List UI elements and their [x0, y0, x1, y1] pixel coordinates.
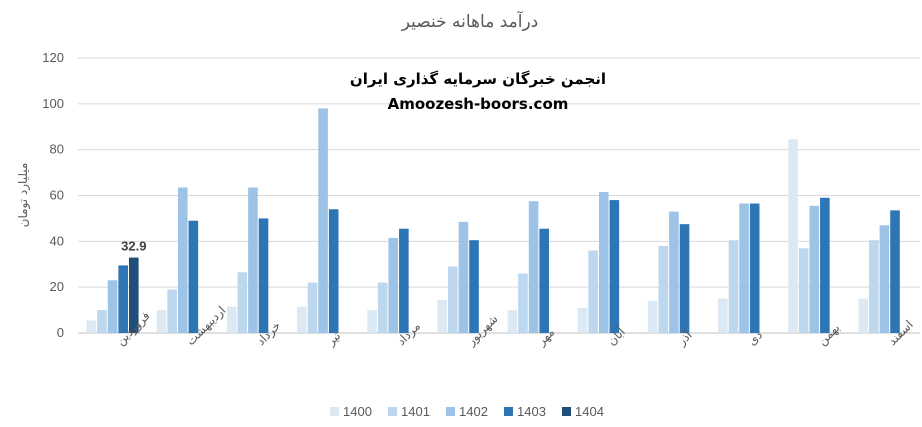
bar-1400-10	[718, 298, 728, 334]
bar-1402-12	[879, 225, 890, 333]
bar-1403-4	[328, 209, 339, 333]
x-category-label: مرداد	[394, 319, 424, 349]
bar-1402-9	[669, 211, 679, 333]
bar-1403-7	[539, 228, 549, 333]
chart-title: درآمد ماهانه خنصیر	[401, 10, 539, 32]
bar-1401-2	[167, 289, 177, 333]
bar-1402-6	[458, 221, 469, 333]
bar-1402-5	[388, 237, 399, 333]
y-axis-label: میلیارد تومان	[16, 163, 31, 228]
bar-1400-8	[577, 307, 588, 333]
bars	[86, 108, 900, 334]
bar-1403-2	[188, 220, 199, 333]
bar-1403-12	[890, 210, 900, 333]
legend-label: 1403	[517, 404, 546, 419]
bar-1402-10	[739, 203, 749, 333]
gridlines	[78, 57, 920, 334]
y-tick-label: 0	[57, 325, 64, 340]
legend-swatch-1402	[446, 407, 455, 416]
data-labels: 32.9	[121, 239, 146, 254]
bar-1400-6	[437, 299, 448, 333]
bar-1403-5	[399, 228, 409, 333]
bar-1400-2	[156, 310, 167, 333]
bar-1401-5	[377, 282, 388, 333]
legend: 1400 1401 1402 1403 1404	[330, 404, 604, 419]
bar-1401-7	[518, 273, 528, 333]
bar-1403-3	[258, 218, 269, 333]
bar-1403-9	[679, 224, 690, 333]
bar-1402-8	[598, 192, 609, 333]
bar-1402-3	[248, 187, 258, 333]
y-axis-ticks: 0 20 40 60 80 100 120	[42, 50, 64, 340]
bar-1401-6	[448, 266, 458, 333]
x-category-label: بهمن	[815, 321, 843, 349]
bar-1400-9	[647, 300, 658, 333]
bar-1401-9	[658, 245, 669, 333]
y-tick-label: 40	[50, 233, 64, 248]
bar-1400-12	[858, 298, 869, 334]
y-tick-label: 20	[50, 279, 64, 294]
bar-1401-10	[728, 240, 739, 333]
y-tick-label: 60	[50, 188, 64, 203]
bar-1400-1	[86, 320, 97, 333]
bar-1400-7	[507, 310, 518, 333]
bar-1404-1	[128, 257, 139, 333]
legend-swatch-1401	[388, 407, 397, 416]
bar-1403-1	[118, 265, 128, 333]
legend-label: 1401	[401, 404, 430, 419]
bar-1401-8	[588, 250, 598, 333]
bar-1403-10	[749, 203, 760, 333]
x-category-label: خرداد	[254, 318, 284, 348]
legend-swatch-1403	[504, 407, 513, 416]
bar-1401-12	[869, 240, 879, 333]
y-tick-label: 80	[50, 142, 64, 157]
watermark-url: Amoozesh-boors.com	[388, 95, 569, 113]
bar-1403-11	[820, 197, 830, 333]
bar-1400-11	[788, 139, 798, 333]
legend-label: 1400	[343, 404, 372, 419]
bar-1402-7	[528, 201, 539, 333]
bar-1402-1	[107, 280, 118, 333]
legend-swatch-1404	[562, 407, 571, 416]
bar-1401-1	[97, 310, 107, 333]
bar-1403-8	[609, 200, 620, 333]
bar-1401-11	[798, 248, 809, 333]
bar-1401-4	[307, 282, 318, 333]
bar-1402-2	[177, 187, 188, 333]
watermark-title: انجمن خبرگان سرمایه گذاری ایران	[350, 70, 606, 88]
y-tick-label: 100	[42, 96, 64, 111]
x-category-label: شهریور	[463, 312, 501, 350]
bar-1400-3	[226, 306, 237, 333]
bar-1402-11	[809, 205, 820, 333]
y-tick-label: 120	[42, 50, 64, 65]
legend-label: 1402	[459, 404, 488, 419]
data-label: 32.9	[121, 239, 146, 254]
bar-1403-6	[469, 240, 479, 333]
bar-1402-4	[318, 108, 328, 333]
bar-1401-3	[237, 272, 248, 333]
legend-swatch-1400	[330, 407, 339, 416]
bar-1400-4	[297, 306, 307, 333]
legend-label: 1404	[575, 404, 604, 419]
bar-1400-5	[367, 310, 377, 333]
